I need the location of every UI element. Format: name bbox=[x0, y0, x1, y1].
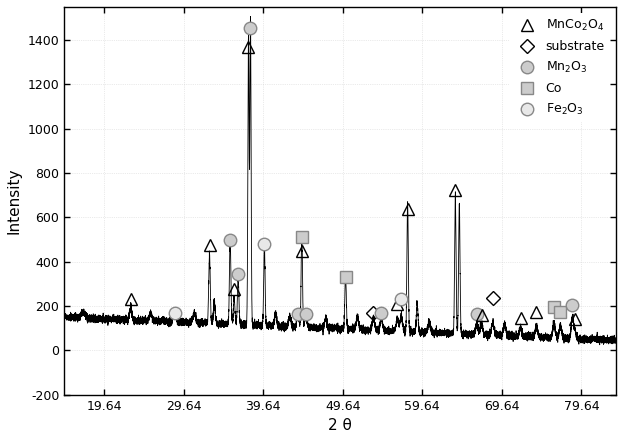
Y-axis label: Intensity: Intensity bbox=[7, 168, 22, 234]
Legend: MnCo$_2$O$_4$, substrate, Mn$_2$O$_3$, Co, Fe$_2$O$_3$: MnCo$_2$O$_4$, substrate, Mn$_2$O$_3$, C… bbox=[510, 13, 610, 122]
X-axis label: 2 θ: 2 θ bbox=[328, 418, 352, 433]
